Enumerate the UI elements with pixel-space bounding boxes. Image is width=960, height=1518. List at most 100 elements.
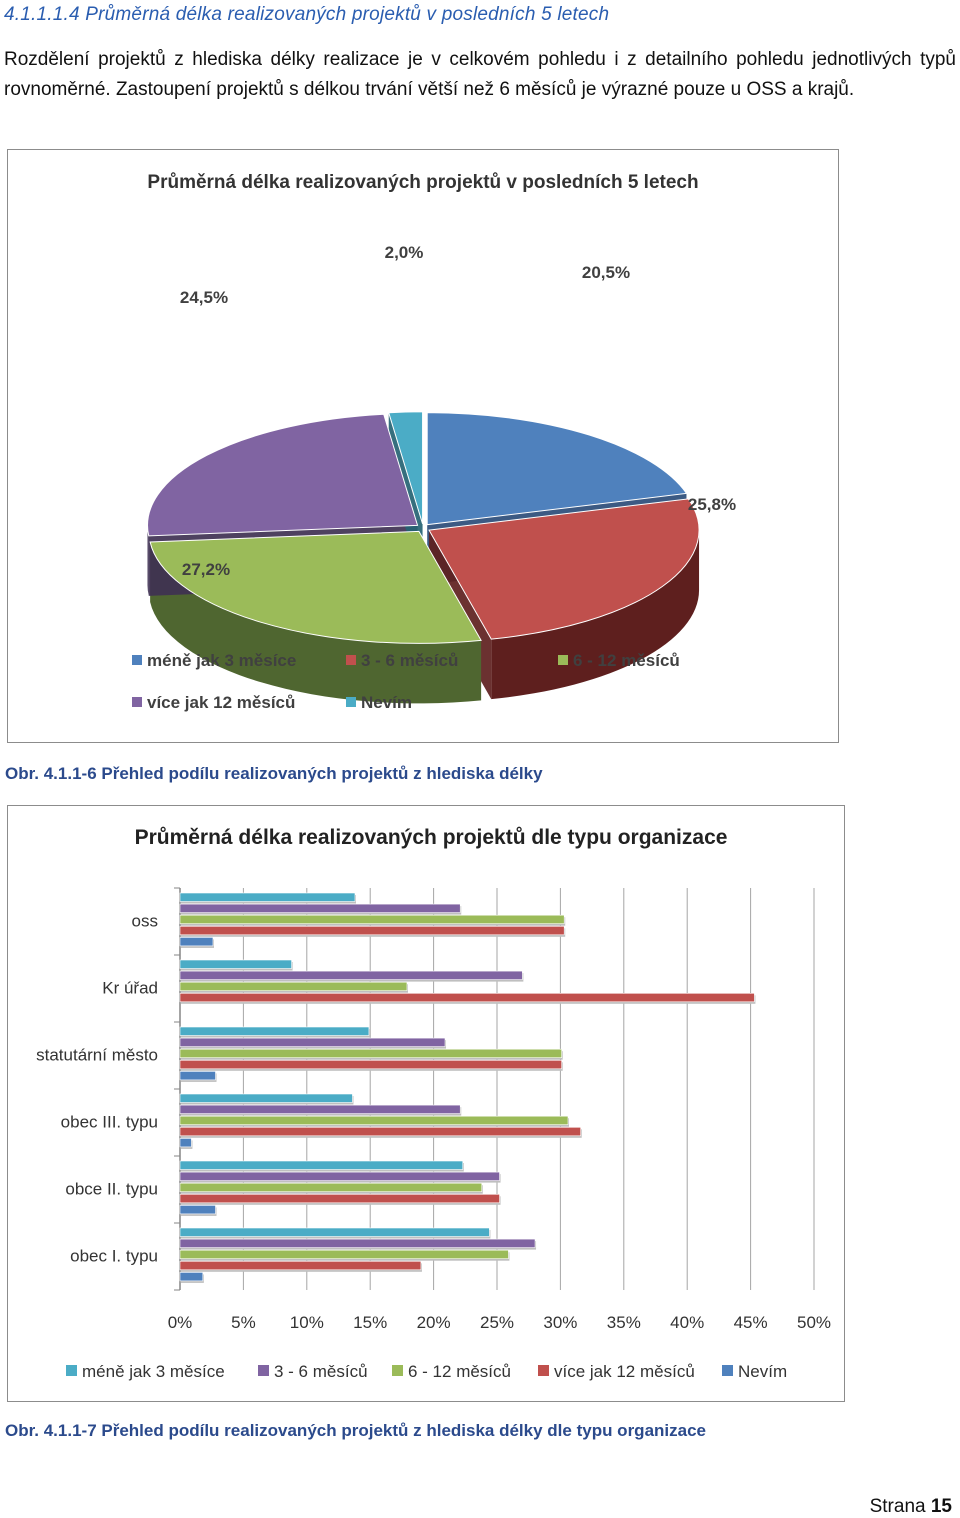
bar-legend-item-3: více jak 12 měsíců [538,1362,695,1381]
bar-2-0 [179,1026,370,1036]
bar-4-3 [179,1193,500,1204]
pie-label-1: 25,8% [688,495,736,514]
pie-label-0: 20,5% [582,263,630,282]
bar-x-tick-6: 30% [543,1313,577,1332]
bar-category-label-0: oss [132,912,158,931]
bar-1-2 [179,981,408,991]
bar-4-2 [179,1182,483,1193]
bar-chart: Průměrná délka realizovaných projektů dl… [36,826,831,1381]
bar-category-label-2: statutární město [36,1046,158,1065]
bar-x-tick-1: 5% [231,1313,256,1332]
pie-slice-0 [426,412,688,526]
bar-3-2 [179,1115,569,1126]
bar-legend-label-0: méně jak 3 měsíce [82,1362,225,1381]
bar-5-1 [179,1238,536,1248]
bar-legend-item-1: 3 - 6 měsíců [258,1362,368,1381]
bar-0-1 [179,903,461,913]
bar-2-1 [179,1037,446,1047]
pie-legend-item-2: 6 - 12 měsíců [558,651,680,670]
bar-x-tick-2: 10% [290,1313,324,1332]
pie-title: Průměrná délka realizovaných projektů v … [147,172,698,193]
bar-1-1 [179,970,523,980]
pie-legend-item-0: méně jak 3 měsíce [132,651,296,670]
page-number-value: 15 [930,1496,952,1517]
pie-label-4: 2,0% [385,243,424,262]
pie-legend-swatch-1 [346,655,356,665]
bar-x-tick-10: 50% [797,1313,831,1332]
bar-5-0 [179,1227,490,1237]
section-paragraph: Rozdělení projektů z hlediska délky real… [4,49,956,100]
pie-slice-3 [147,413,419,537]
figure-caption-2: Obr. 4.1.1-7 Přehled podílu realizovanýc… [5,1421,706,1440]
figure-caption-1: Obr. 4.1.1-6 Přehled podílu realizovanýc… [5,764,543,783]
bar-x-tick-5: 25% [480,1313,514,1332]
pie-legend-item-3: více jak 12 měsíců [132,693,295,712]
bar-legend-swatch-0 [66,1365,77,1376]
bar-5-3 [179,1260,422,1271]
bar-legend-item-2: 6 - 12 měsíců [392,1362,511,1381]
bar-legend-swatch-1 [258,1365,269,1376]
bar-legend-item-4: Nevím [722,1362,787,1381]
pie-legend-swatch-0 [132,655,142,665]
bar-2-4 [179,1071,216,1081]
pie-side-1 [491,530,700,700]
bar-x-tick-9: 45% [734,1313,768,1332]
bar-3-1 [179,1104,461,1114]
bar-bars [179,892,756,1283]
pie-tops [147,411,700,644]
pie-side-3 [147,525,149,596]
bar-x-tick-0: 0% [168,1313,193,1332]
pie-legend-label-2: 6 - 12 měsíců [573,651,680,670]
bar-0-3 [179,926,565,936]
pie-slice-2 [149,530,482,644]
bar-chart-frame: Průměrná délka realizovaných projektů dl… [7,805,845,1402]
pie-legend-swatch-4 [346,697,356,707]
pie-label-2: 27,2% [182,560,230,579]
section-heading: 4.1.1.1.4 Průměrná délka realizovaných p… [4,4,610,25]
bar-legend-label-1: 3 - 6 měsíců [274,1362,368,1381]
bar-4-0 [179,1160,464,1170]
bar-x-tick-7: 35% [607,1313,641,1332]
bar-0-4 [179,937,214,947]
bar-0-0 [179,892,356,902]
bar-title: Průměrná délka realizovaných projektů dl… [135,826,728,849]
bar-x-tick-8: 40% [670,1313,704,1332]
pie-legend-item-4: Nevím [346,693,412,712]
pie-side-2 [150,541,482,704]
bar-category-label-3: obec III. typu [61,1113,158,1132]
pie-legend-swatch-3 [132,697,142,707]
bar-category-label-5: obec I. typu [70,1247,158,1266]
pie-slice-4 [388,411,424,524]
bar-4-1 [179,1171,500,1181]
bar-grid [179,888,815,1290]
pie-legend-label-0: méně jak 3 měsíce [147,651,296,670]
bar-1-0 [179,959,292,969]
bar-2-3 [179,1060,562,1070]
pie-chart: Průměrná délka realizovaných projektů v … [132,172,736,712]
bar-3-3 [179,1126,581,1137]
pie-legend-label-1: 3 - 6 měsíců [361,651,458,670]
bar-category-label-1: Kr úřad [102,979,158,998]
pie-chart-frame: Průměrná délka realizovaných projektů v … [7,149,839,743]
page-number: Strana 15 [870,1496,952,1518]
pie-legend-swatch-2 [558,655,568,665]
bar-3-4 [179,1138,192,1148]
bar-3-0 [179,1093,353,1103]
bar-x-tick-4: 20% [417,1313,451,1332]
bar-5-2 [179,1249,509,1260]
bar-1-3 [179,993,755,1003]
bar-legend-item-0: méně jak 3 měsíce [66,1362,225,1381]
bar-legend-label-4: Nevím [738,1362,787,1381]
pie-label-3: 24,5% [180,288,228,307]
bar-4-4 [179,1205,216,1215]
bar-legend-swatch-3 [538,1365,549,1376]
pie-slice-1 [428,498,700,640]
bar-legend-swatch-4 [722,1365,733,1376]
bar-legend-label-2: 6 - 12 měsíců [408,1362,511,1381]
bar-2-2 [179,1048,562,1058]
bar-category-label-4: obce II. typu [65,1180,158,1199]
pie-legend-label-3: více jak 12 měsíců [147,693,295,712]
bar-5-4 [179,1272,204,1282]
pie-legend-item-1: 3 - 6 měsíců [346,651,458,670]
pie-legend-label-4: Nevím [361,693,412,712]
